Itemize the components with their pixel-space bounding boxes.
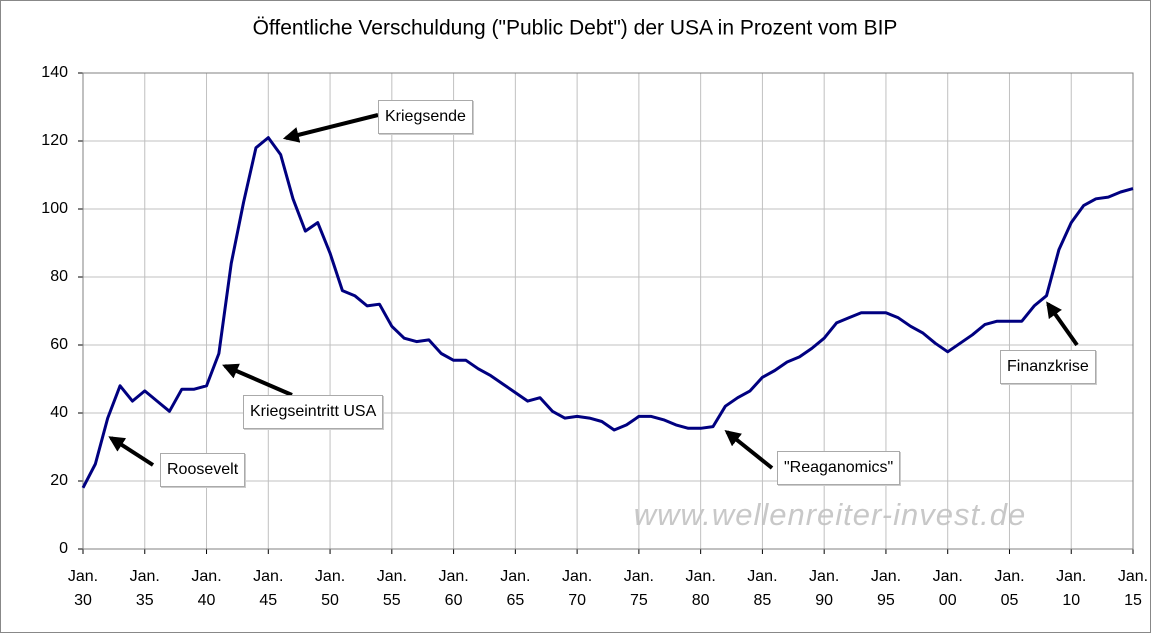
y-tick-label: 60: [50, 336, 68, 353]
annotation: "Reaganomics": [777, 451, 901, 485]
x-tick-label: Jan. 65: [500, 568, 531, 609]
x-tick-label: Jan. 40: [191, 568, 222, 609]
x-tick-label: Jan. 00: [932, 568, 963, 609]
y-tick-label: 0: [59, 540, 68, 557]
x-tick-label: Jan. 95: [870, 568, 902, 609]
x-tick-label: Jan. 85: [747, 568, 778, 609]
x-tick-label: Jan. 45: [253, 568, 284, 609]
x-tick-label: Jan. 30: [67, 568, 99, 609]
x-tick-label: Jan. 60: [438, 568, 469, 609]
x-tick-label: Jan. 35: [129, 568, 160, 609]
annotation-arrow: [724, 430, 774, 470]
y-tick-label: 80: [50, 268, 68, 285]
annotation: Roosevelt: [160, 453, 246, 487]
watermark: www.wellenreiter-invest.de: [634, 497, 1026, 532]
y-tick-label: 120: [41, 132, 68, 149]
annotation-arrow: [282, 113, 379, 143]
annotation: Kriegseintritt USA: [243, 395, 384, 429]
y-tick-label: 140: [41, 64, 68, 81]
y-tick-label: 40: [50, 404, 68, 421]
annotation-arrow: [1046, 301, 1079, 347]
x-tick-label: Jan. 80: [685, 568, 716, 609]
x-tick-label: Jan. 70: [561, 568, 593, 609]
chart-title: Öffentliche Verschuldung ("Public Debt")…: [253, 17, 898, 40]
plot-border: [82, 72, 1134, 550]
y-tick-label: 20: [50, 472, 68, 489]
x-tick-label: Jan. 10: [1056, 568, 1087, 609]
x-tick-label: Jan. 50: [314, 568, 346, 609]
annotation-arrow: [222, 363, 293, 397]
x-tick-label: Jan. 75: [623, 568, 654, 609]
data-line: [81, 136, 1134, 489]
annotation: Finanzkrise: [1000, 350, 1096, 384]
annotation-arrow: [108, 436, 155, 467]
annotation: Kriegsende: [378, 100, 473, 134]
x-tick-label: Jan. 90: [809, 568, 840, 609]
y-tick-label: 100: [41, 200, 68, 217]
x-tick-label: Jan. 05: [994, 568, 1025, 609]
x-tick-label: Jan. 15: [1117, 568, 1149, 609]
x-tick-label: Jan. 55: [376, 568, 407, 609]
